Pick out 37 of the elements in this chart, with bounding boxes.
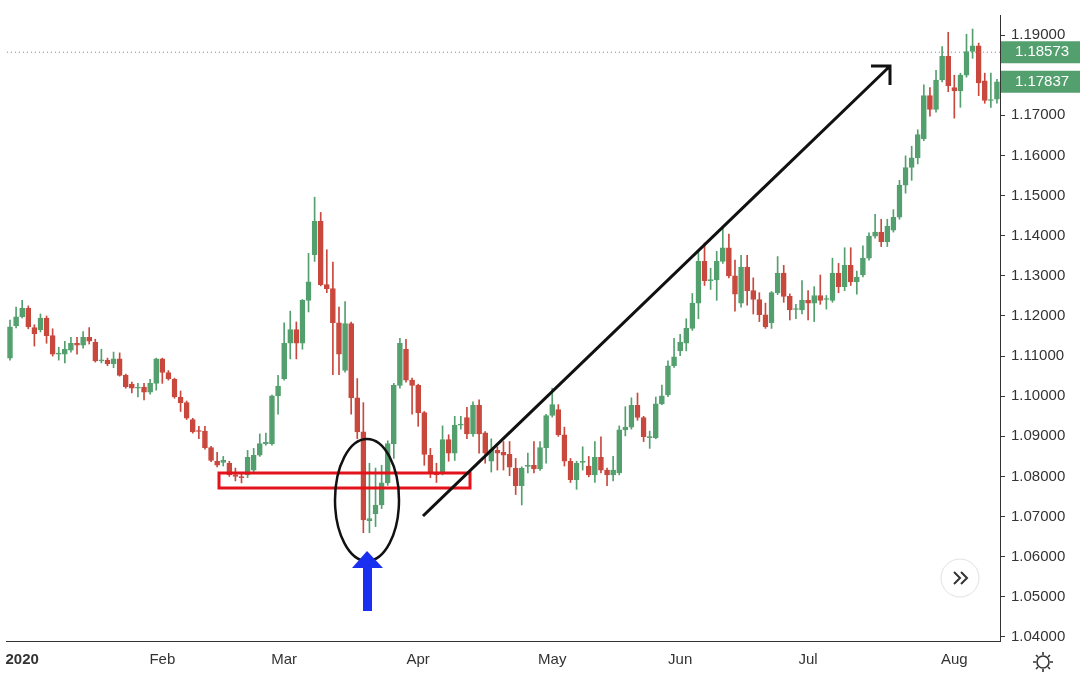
- y-tick-label: 1.17000: [1011, 105, 1066, 123]
- y-tick-label: 1.05000: [1011, 587, 1066, 604]
- y-tick-label: 1.07000: [1011, 506, 1066, 524]
- candlestick: [854, 270, 860, 295]
- candlestick: [951, 74, 958, 119]
- ref-line-label: 1.18573: [1014, 42, 1070, 60]
- y-tick-label: 1.04000: [1011, 627, 1066, 645]
- x-tick-label: May: [538, 650, 567, 668]
- y-tick-label: 1.19000: [1011, 25, 1066, 43]
- text: 1.17837: [1014, 71, 1070, 89]
- candlestick: [275, 375, 281, 415]
- y-tick-label: 1.11000: [1011, 346, 1065, 364]
- y-tick-label: 1.08000: [1011, 466, 1066, 484]
- y-tick-label: 1.09000: [1011, 426, 1066, 444]
- candlestick: [817, 274, 824, 305]
- candlestick: [610, 456, 616, 482]
- y-tick-label: 1.12000: [1011, 306, 1066, 324]
- x-tick-label: Aug: [940, 650, 968, 668]
- candlestick: [74, 336, 80, 355]
- y-tick-label: 1.14000: [1011, 225, 1066, 243]
- candlestick: [458, 415, 464, 430]
- x-tick-label: Apr: [406, 650, 430, 668]
- x-tick-label: 2020: [5, 650, 39, 668]
- candlestick: [135, 383, 141, 398]
- y-tick-label: 1.06000: [1011, 546, 1066, 564]
- x-tick-label: Mar: [271, 650, 298, 668]
- y-tick-label: 1.16000: [1011, 145, 1066, 163]
- candlestick: [811, 286, 818, 322]
- y-tick-label: 1.10000: [1011, 386, 1066, 404]
- y-tick-label: 1.13000: [1011, 265, 1066, 283]
- candlestick: [409, 377, 415, 415]
- y-tick-label: 1.15000: [1011, 185, 1066, 203]
- candlestick: [323, 249, 330, 294]
- candlestick: [531, 441, 537, 474]
- x-tick-label: Jun: [668, 650, 693, 668]
- x-tick-label: Jul: [798, 650, 818, 668]
- x-tick-label: Feb: [149, 650, 176, 668]
